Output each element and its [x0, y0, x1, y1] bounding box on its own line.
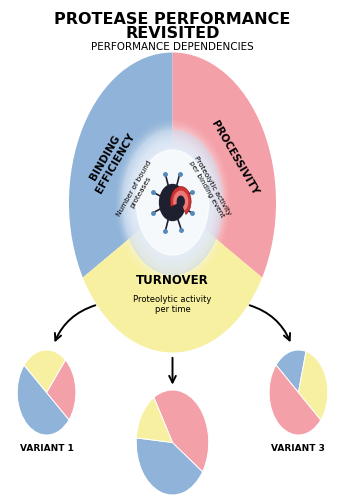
Circle shape	[142, 159, 203, 246]
Text: BINDING
EFFICIENCY: BINDING EFFICIENCY	[84, 126, 137, 195]
Wedge shape	[298, 352, 328, 420]
Circle shape	[136, 150, 209, 255]
Wedge shape	[17, 365, 69, 435]
Text: REVISITED: REVISITED	[125, 26, 220, 41]
Circle shape	[157, 180, 188, 224]
Circle shape	[153, 174, 192, 231]
Circle shape	[141, 157, 204, 248]
Circle shape	[130, 142, 215, 264]
Wedge shape	[69, 52, 172, 278]
Wedge shape	[154, 390, 209, 471]
Wedge shape	[170, 186, 191, 214]
Circle shape	[165, 192, 180, 214]
Circle shape	[125, 133, 220, 272]
Wedge shape	[24, 350, 66, 393]
Ellipse shape	[159, 184, 186, 220]
Circle shape	[118, 124, 227, 281]
Wedge shape	[172, 52, 276, 278]
Circle shape	[123, 130, 222, 274]
Circle shape	[135, 148, 210, 257]
Circle shape	[121, 128, 224, 276]
Circle shape	[155, 176, 190, 229]
Text: VARIANT 3: VARIANT 3	[272, 444, 325, 453]
Wedge shape	[47, 360, 76, 420]
Circle shape	[147, 166, 198, 240]
Wedge shape	[276, 350, 306, 393]
Wedge shape	[83, 202, 262, 352]
Circle shape	[139, 154, 206, 250]
Circle shape	[150, 170, 195, 235]
Circle shape	[137, 150, 208, 254]
Circle shape	[138, 152, 207, 252]
Circle shape	[146, 164, 199, 242]
Text: PROCESSIVITY: PROCESSIVITY	[209, 118, 260, 196]
Circle shape	[126, 135, 219, 270]
Text: TURNOVER: TURNOVER	[136, 274, 209, 287]
Text: VARIANT 1: VARIANT 1	[20, 444, 73, 453]
Circle shape	[156, 178, 189, 226]
Circle shape	[128, 137, 218, 268]
Circle shape	[160, 185, 185, 220]
Circle shape	[117, 122, 228, 283]
Circle shape	[168, 196, 177, 209]
Wedge shape	[269, 365, 321, 435]
Text: Proteolytic activity
per binding event: Proteolytic activity per binding event	[187, 155, 232, 220]
Circle shape	[123, 130, 222, 274]
Text: Number of bound
proteases: Number of bound proteases	[116, 160, 159, 221]
Circle shape	[144, 161, 201, 244]
Wedge shape	[136, 438, 203, 495]
Text: PROTEASE PERFORMANCE: PROTEASE PERFORMANCE	[54, 12, 291, 28]
Circle shape	[169, 198, 176, 207]
Circle shape	[159, 183, 186, 222]
Circle shape	[167, 194, 178, 211]
Circle shape	[132, 144, 213, 261]
Circle shape	[120, 126, 225, 278]
Text: Proteolytic activity
per time: Proteolytic activity per time	[133, 295, 212, 314]
Circle shape	[164, 190, 181, 216]
Circle shape	[162, 188, 183, 218]
Text: PERFORMANCE DEPENDENCIES: PERFORMANCE DEPENDENCIES	[91, 42, 254, 52]
Wedge shape	[173, 190, 188, 211]
Circle shape	[129, 140, 216, 266]
Circle shape	[148, 168, 197, 238]
Circle shape	[151, 172, 194, 233]
Wedge shape	[136, 398, 172, 442]
Circle shape	[171, 200, 174, 204]
Circle shape	[134, 146, 211, 259]
